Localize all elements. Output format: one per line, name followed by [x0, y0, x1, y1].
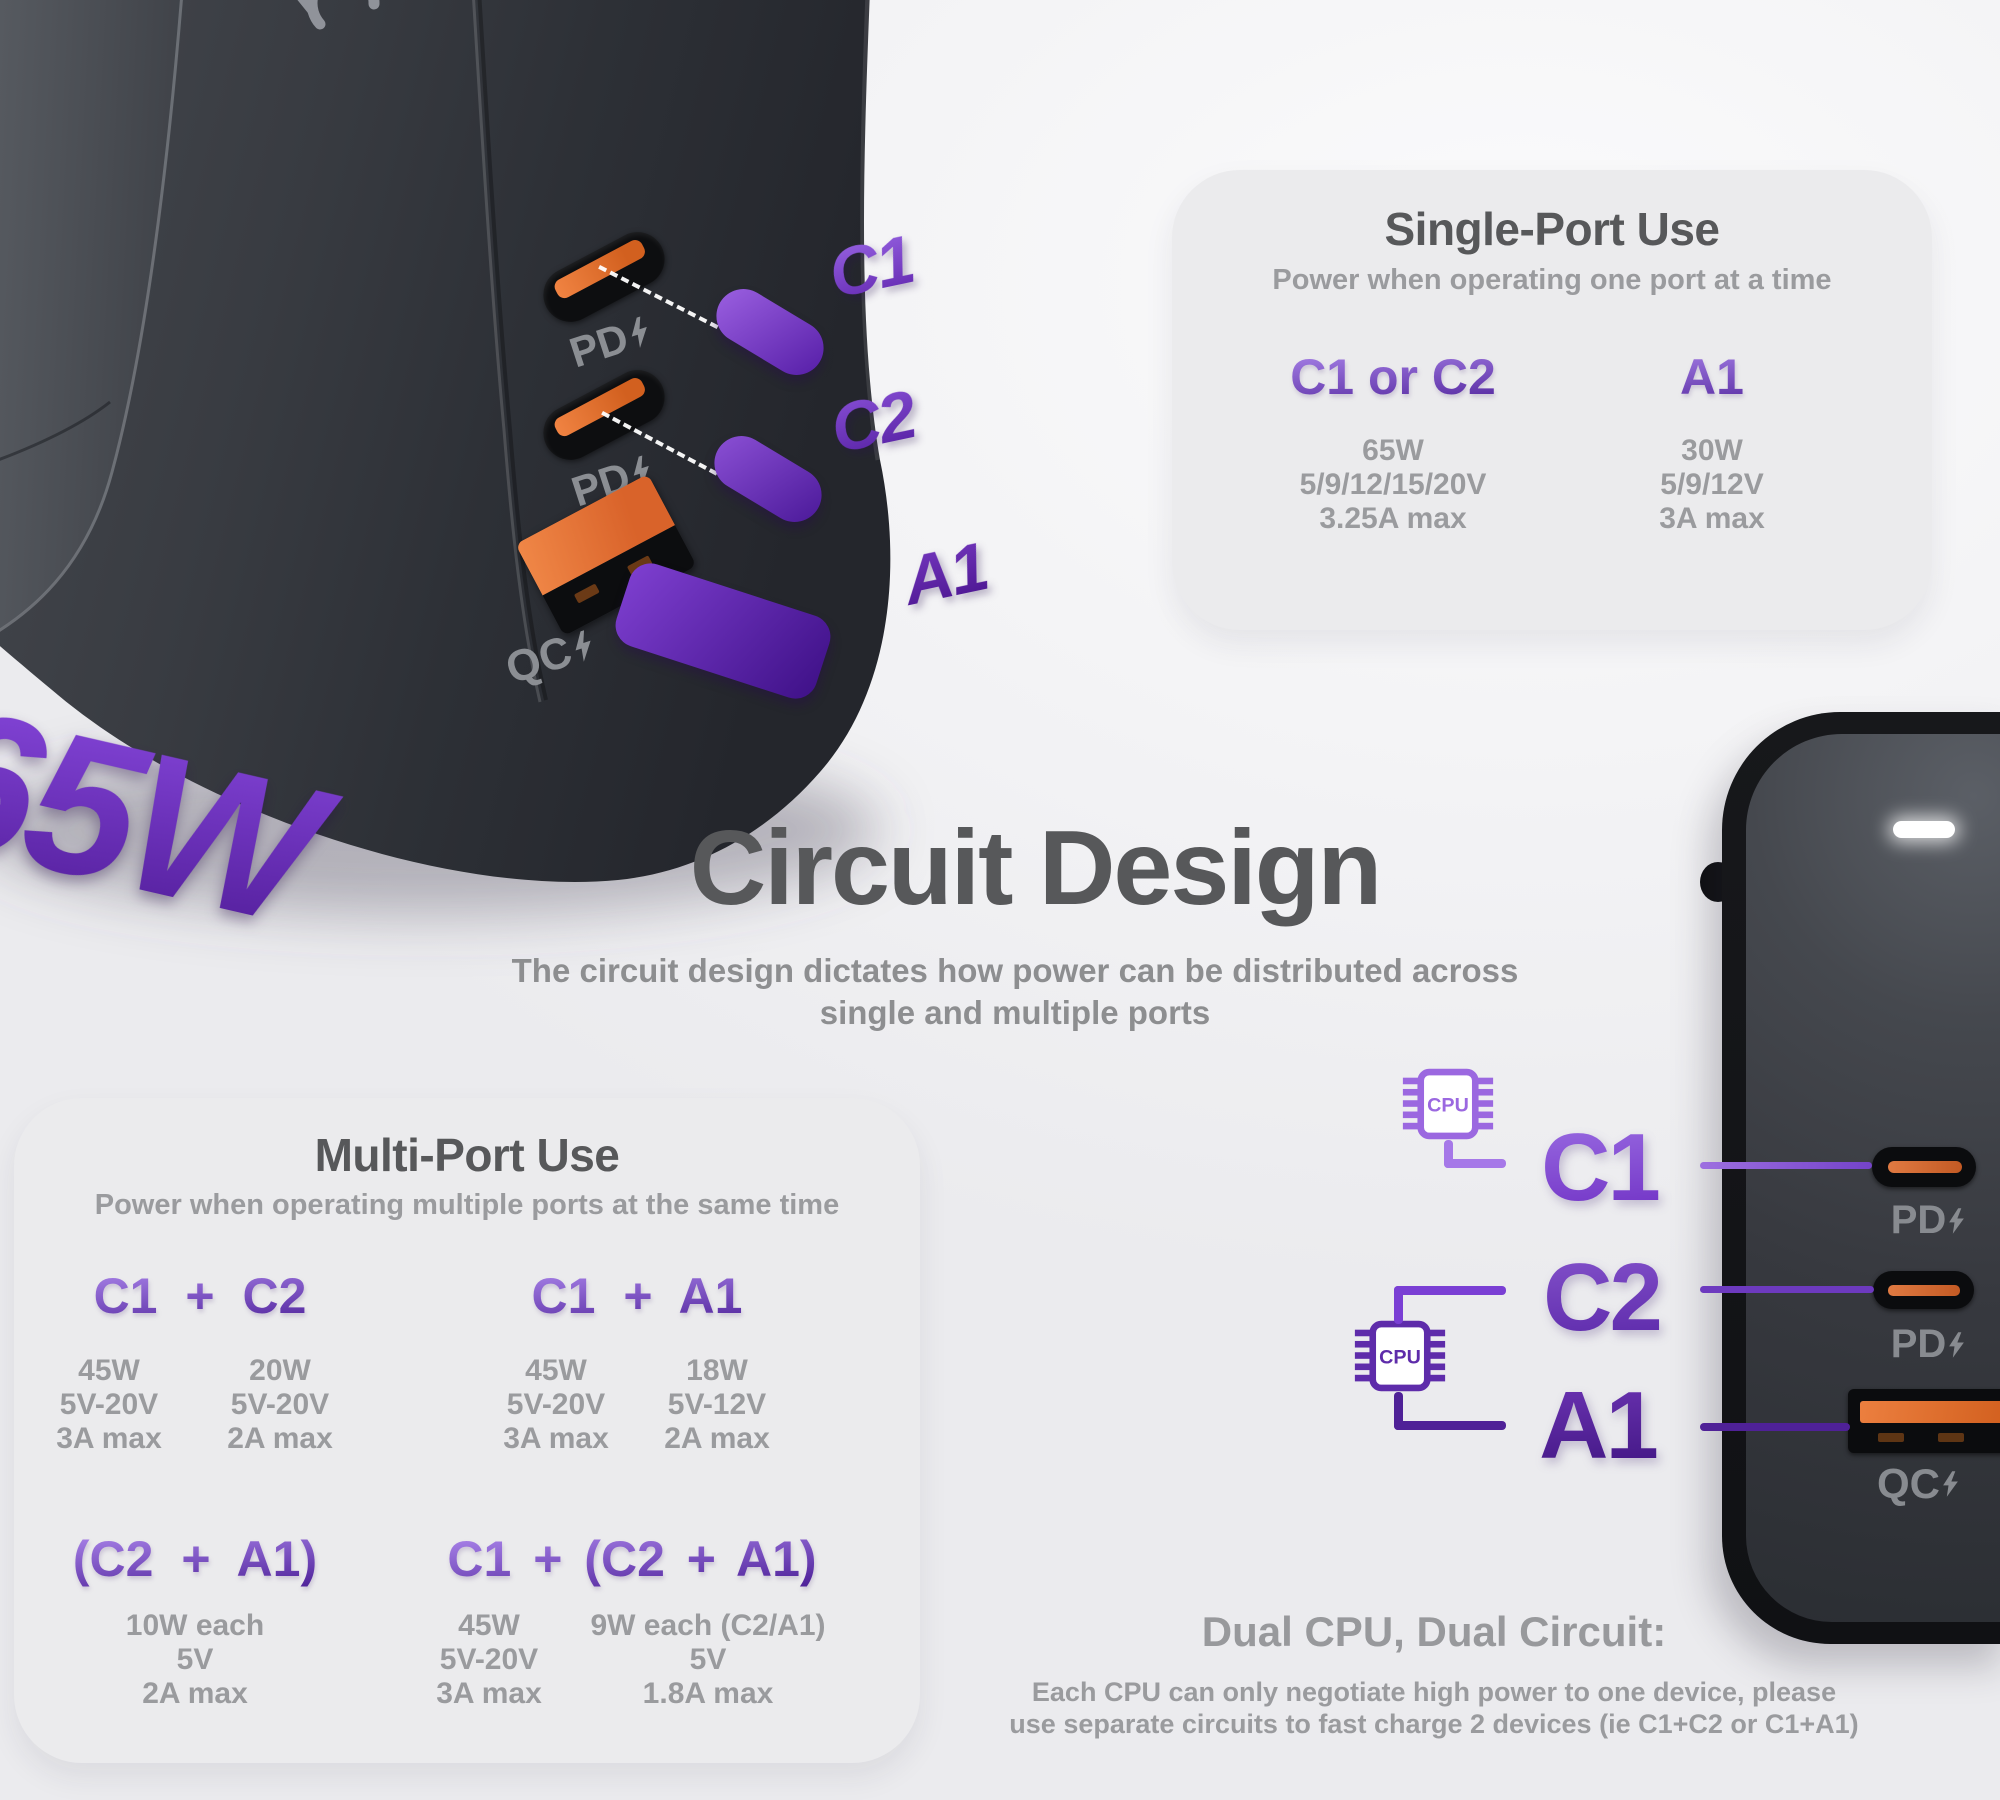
- cpu-chip-icon: CPU: [1402, 1068, 1494, 1140]
- combo-specs: 10W each 5V 2A max: [85, 1609, 305, 1711]
- spec-line: 9W each (C2/A1): [590, 1609, 826, 1642]
- spec-line: 2A max: [142, 1677, 248, 1710]
- lightning-bolt-icon: [1943, 1471, 1958, 1497]
- single-port-col-a1: A1 30W 5/9/12V 3A max: [1562, 348, 1862, 536]
- wire-c1-to-port: [1700, 1162, 1872, 1169]
- left-charger-photo: [0, 0, 891, 915]
- brand-logo-partial: [297, 0, 380, 30]
- pd-logo-icon: PD: [1878, 1198, 1978, 1243]
- spec-line: 65W: [1362, 434, 1424, 467]
- spec-line: 30W: [1681, 434, 1743, 467]
- cpu-label: CPU: [1379, 1347, 1421, 1369]
- dual-cpu-line1: Each CPU can only negotiate high power t…: [1031, 1677, 1837, 1707]
- wire-cpu2-down-vertical: [1394, 1392, 1403, 1430]
- spec-line: 2A max: [227, 1422, 333, 1455]
- wire-c2-to-port: [1700, 1286, 1874, 1293]
- spec-line: 3A max: [56, 1422, 162, 1455]
- spec-line: 45W: [458, 1609, 520, 1642]
- single-port-col-c1c2: C1 or C2 65W 5/9/12/15/20V 3.25A max: [1243, 348, 1543, 536]
- multi-port-title: Multi-Port Use: [314, 1129, 620, 1181]
- page-subtitle-line2: single and multiple ports: [819, 994, 1211, 1031]
- combo-specs: 18W 5V-12V 2A max: [637, 1354, 797, 1456]
- spec-line: 5V-20V: [59, 1388, 159, 1421]
- wire-cpu1-vertical: [1444, 1140, 1453, 1168]
- spec-line: 5V-20V: [506, 1388, 606, 1421]
- combo-specs: 45W 5V-20V 3A max: [409, 1609, 569, 1711]
- lightning-bolt-icon: [575, 630, 591, 662]
- dual-cpu-line2: use separate circuits to fast charge 2 d…: [1009, 1709, 1859, 1739]
- spec-line: 45W: [525, 1354, 587, 1387]
- wire-cpu2-up-vertical: [1394, 1286, 1403, 1324]
- diagram-label-c1: C1: [1517, 1120, 1682, 1216]
- combo-header-c1c2: C1 + C2: [50, 1267, 350, 1325]
- single-port-subtitle: Power when operating one port at a time: [1272, 264, 1832, 296]
- spec-line: 3A max: [436, 1677, 542, 1710]
- qc-logo-icon: QC: [490, 616, 610, 698]
- pd-text: PD: [1890, 1198, 1947, 1242]
- led-indicator: [1893, 821, 1955, 838]
- diagram-label-a1: A1: [1515, 1378, 1680, 1474]
- combo-specs: 45W 5V-20V 3A max: [29, 1354, 189, 1456]
- usb-c-port-c2-icon: [1873, 1271, 1974, 1309]
- wire-cpu1-horizontal: [1444, 1159, 1506, 1168]
- combo-specs: 45W 5V-20V 3A max: [476, 1354, 636, 1456]
- pd-logo-icon: PD: [1878, 1322, 1978, 1367]
- col-header: C1 or C2: [1243, 348, 1543, 406]
- pd-logo-icon: PD: [555, 304, 665, 381]
- pd-logo-icon: PD: [557, 443, 667, 520]
- spec-line: 5V-20V: [439, 1643, 539, 1676]
- charger-plug-face: [0, 0, 184, 629]
- combo-header-c1a1: C1 + A1: [487, 1267, 787, 1325]
- spec-line: 5/9/12/15/20V: [1299, 468, 1487, 501]
- spec-line: 10W each: [125, 1609, 265, 1642]
- spec-line: 5V-12V: [667, 1388, 767, 1421]
- multi-port-card: Multi-Port Use Power when operating mult…: [14, 1098, 920, 1763]
- page-subtitle-line1: The circuit design dictates how power ca…: [511, 952, 1519, 989]
- single-port-title: Single-Port Use: [1384, 203, 1720, 255]
- single-port-card: Single-Port Use Power when operating one…: [1172, 170, 1932, 630]
- spec-line: 20W: [249, 1354, 311, 1387]
- spec-line: 5V: [176, 1643, 214, 1676]
- combo-header-c2a1: (C2 + A1): [45, 1530, 345, 1588]
- dual-cpu-title: Dual CPU, Dual Circuit:: [1201, 1608, 1667, 1655]
- combo-specs: 20W 5V-20V 2A max: [200, 1354, 360, 1456]
- lightning-bolt-icon: [633, 455, 649, 488]
- multi-port-subtitle: Power when operating multiple ports at t…: [94, 1189, 840, 1221]
- charger-body: [0, 0, 891, 882]
- right-charger-photo: [1722, 712, 2000, 1644]
- qc-text: QC: [1877, 1460, 1940, 1507]
- col-header: A1: [1562, 348, 1862, 406]
- combo-header-c1-c2a1: C1 + (C2 + A1): [442, 1530, 822, 1588]
- usb-a-port-icon: [1848, 1389, 2000, 1453]
- qc-logo-icon: QC: [1868, 1460, 1968, 1508]
- lightning-bolt-icon: [631, 316, 647, 349]
- spec-line: 45W: [78, 1354, 140, 1387]
- usb-c-port-c1-icon: [1872, 1147, 1976, 1187]
- lightning-bolt-icon: [1949, 1207, 1965, 1234]
- spec-line: 18W: [686, 1354, 748, 1387]
- spec-line: 1.8A max: [642, 1677, 774, 1710]
- wire-cpu2-down-horizontal: [1394, 1421, 1506, 1430]
- lightning-bolt-icon: [1949, 1331, 1965, 1358]
- spec-line: 3A max: [1659, 502, 1765, 535]
- combo-specs: 9W each (C2/A1) 5V 1.8A max: [568, 1609, 848, 1711]
- spec-line: 3A max: [503, 1422, 609, 1455]
- cpu-label: CPU: [1427, 1095, 1469, 1117]
- wire-a1-to-port: [1700, 1423, 1850, 1431]
- spec-line: 2A max: [664, 1422, 770, 1455]
- spec-line: 5V-20V: [230, 1388, 330, 1421]
- diagram-label-c2: C2: [1519, 1250, 1684, 1346]
- spec-line: 5V: [689, 1643, 727, 1676]
- spec-line: 5/9/12V: [1660, 468, 1764, 501]
- pd-text: PD: [1890, 1322, 1947, 1366]
- wire-cpu2-up-horizontal: [1394, 1286, 1506, 1295]
- spec-line: 3.25A max: [1319, 502, 1467, 535]
- cpu-chip-icon: CPU: [1354, 1320, 1446, 1392]
- page-title: Circuit Design: [689, 809, 1383, 927]
